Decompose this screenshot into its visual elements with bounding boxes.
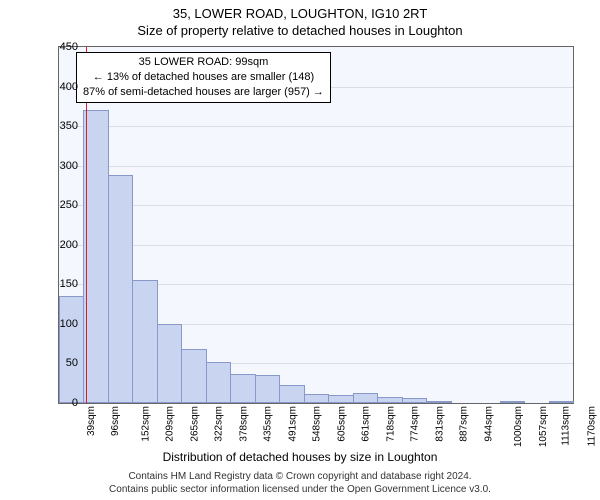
x-tick-label: 887sqm — [459, 406, 470, 442]
y-tick-label: 350 — [48, 120, 78, 132]
attribution-line-2: Contains public sector information licen… — [109, 484, 491, 495]
histogram-bar — [328, 395, 353, 403]
y-tick-label: 400 — [48, 81, 78, 93]
histogram-bar — [500, 401, 525, 403]
x-tick-label: 1057sqm — [538, 406, 549, 447]
x-tick-label: 548sqm — [312, 406, 323, 442]
histogram-bar — [353, 393, 378, 403]
y-tick-label: 100 — [48, 318, 78, 330]
x-tick-label: 944sqm — [483, 406, 494, 442]
x-tick-label: 605sqm — [336, 406, 347, 442]
histogram-bar — [279, 385, 304, 403]
x-tick-label: 1000sqm — [513, 406, 524, 447]
annotation-line-3: 87% of semi-detached houses are larger (… — [83, 85, 324, 100]
x-tick-label: 491sqm — [287, 406, 298, 442]
annotation-box: 35 LOWER ROAD: 99sqm ← 13% of detached h… — [76, 52, 331, 103]
x-tick-label: 96sqm — [110, 406, 121, 436]
histogram-bar — [426, 401, 451, 403]
histogram-bar — [206, 362, 231, 403]
y-tick-label: 450 — [48, 41, 78, 53]
chart-container: 35, LOWER ROAD, LOUGHTON, IG10 2RT Size … — [0, 0, 600, 500]
histogram-bar — [59, 296, 84, 403]
x-tick-label: 39sqm — [86, 406, 97, 436]
annotation-line-2: ← 13% of detached houses are smaller (14… — [83, 70, 324, 85]
annotation-line-1: 35 LOWER ROAD: 99sqm — [83, 55, 324, 70]
x-tick-label: 378sqm — [238, 406, 249, 442]
histogram-bar — [255, 375, 280, 403]
histogram-bar — [132, 280, 157, 403]
title-line-2: Size of property relative to detached ho… — [0, 23, 600, 38]
y-tick-label: 250 — [48, 199, 78, 211]
y-tick-label: 50 — [48, 357, 78, 369]
y-tick-label: 0 — [48, 397, 78, 409]
x-tick-label: 661sqm — [361, 406, 372, 442]
x-tick-label: 774sqm — [410, 406, 421, 442]
x-tick-label: 1113sqm — [561, 406, 572, 446]
histogram-bar — [549, 401, 574, 403]
histogram-bar — [304, 394, 329, 403]
x-tick-label: 265sqm — [189, 406, 200, 442]
histogram-bar — [402, 398, 427, 403]
y-tick-label: 150 — [48, 278, 78, 290]
histogram-bar — [108, 175, 133, 403]
y-tick-label: 300 — [48, 160, 78, 172]
histogram-bar — [377, 397, 402, 403]
histogram-bar — [157, 324, 182, 403]
x-tick-label: 152sqm — [141, 406, 152, 442]
y-tick-label: 200 — [48, 239, 78, 251]
title-line-1: 35, LOWER ROAD, LOUGHTON, IG10 2RT — [0, 6, 600, 21]
histogram-bar — [230, 374, 255, 403]
x-axis-label: Distribution of detached houses by size … — [0, 450, 600, 464]
attribution-text: Contains HM Land Registry data © Crown c… — [0, 471, 600, 496]
x-tick-label: 831sqm — [434, 406, 445, 442]
x-tick-label: 435sqm — [263, 406, 274, 442]
x-tick-label: 322sqm — [214, 406, 225, 442]
attribution-line-1: Contains HM Land Registry data © Crown c… — [128, 471, 471, 482]
histogram-bar — [181, 349, 206, 403]
x-tick-label: 1170sqm — [586, 406, 597, 446]
x-tick-label: 209sqm — [165, 406, 176, 442]
x-tick-label: 718sqm — [385, 406, 396, 442]
